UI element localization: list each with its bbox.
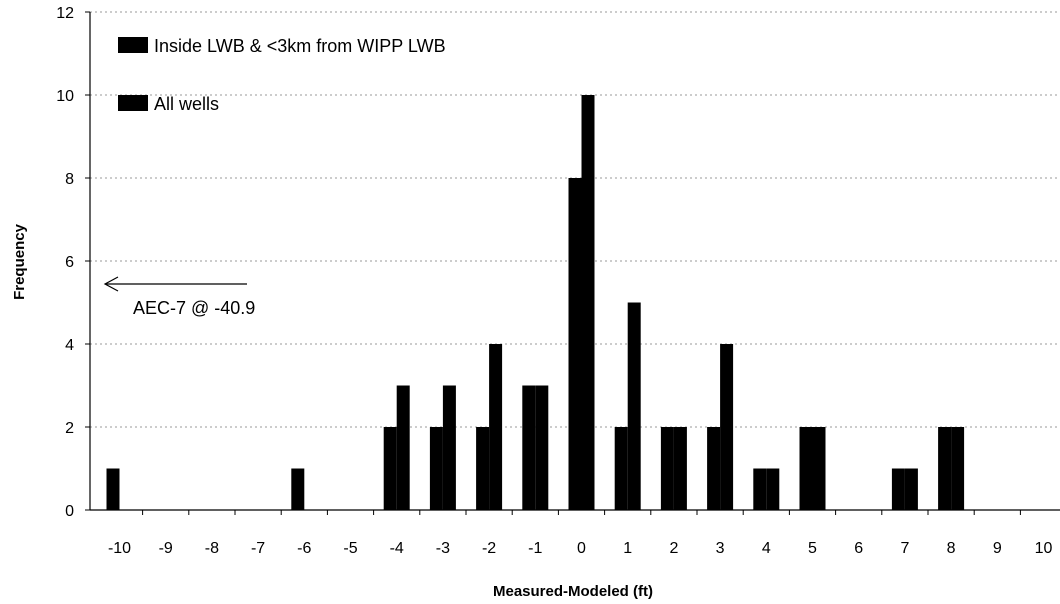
y-tick-label: 2 bbox=[65, 420, 74, 437]
y-axis-title: Frequency bbox=[11, 223, 28, 300]
bar-series-1 bbox=[938, 427, 952, 510]
x-tick-label: -1 bbox=[528, 540, 542, 557]
x-tick-label: -2 bbox=[482, 540, 496, 557]
y-tick-label: 8 bbox=[65, 171, 74, 188]
x-tick-label: -9 bbox=[159, 540, 173, 557]
x-axis-title: Measured-Modeled (ft) bbox=[493, 583, 653, 600]
bar-series-1 bbox=[753, 468, 767, 510]
x-tick-label: 5 bbox=[808, 540, 817, 557]
x-tick-label: -3 bbox=[436, 540, 450, 557]
annotation: AEC-7 @ -40.9 bbox=[103, 276, 255, 318]
x-tick-label: 0 bbox=[577, 540, 586, 557]
x-tick-label: -10 bbox=[108, 540, 131, 557]
bar-series-2 bbox=[904, 468, 918, 510]
x-tick-label: -4 bbox=[390, 540, 404, 557]
x-tick-labels: -10 -9 -8 -7 -6 -5 -4 -3 -2 -1 0 1 2 3 4 5 6 7 8 9 10 bbox=[108, 540, 1053, 557]
axes bbox=[85, 11, 1060, 515]
y-tick-label: 6 bbox=[65, 254, 74, 271]
bar-series-1 bbox=[707, 427, 721, 510]
x-tick-label: 10 bbox=[1035, 540, 1053, 557]
bar-series-2 bbox=[581, 95, 595, 510]
x-tick-label: 9 bbox=[993, 540, 1002, 557]
x-tick-label: 1 bbox=[623, 540, 632, 557]
legend-label-series-2: All wells bbox=[154, 94, 219, 114]
bar-series-1 bbox=[568, 178, 582, 510]
bar-series-1 bbox=[522, 385, 536, 510]
x-tick-label: -6 bbox=[297, 540, 311, 557]
annotation-label: AEC-7 @ -40.9 bbox=[133, 298, 255, 318]
x-tick-label: -5 bbox=[343, 540, 357, 557]
bar-series-2 bbox=[396, 385, 410, 510]
bar-series-1 bbox=[476, 427, 490, 510]
y-tick-labels: 0 2 4 6 8 10 12 bbox=[56, 5, 74, 520]
bar-series-1 bbox=[429, 427, 443, 510]
y-tick-label: 10 bbox=[56, 88, 74, 105]
bar-series-1 bbox=[799, 427, 813, 510]
bar-series-2 bbox=[535, 385, 549, 510]
y-tick-label: 0 bbox=[65, 503, 74, 520]
x-tick-label: 6 bbox=[854, 540, 863, 557]
bar-series-2 bbox=[442, 385, 456, 510]
legend-swatch-series-2 bbox=[118, 95, 148, 111]
bar-series-1 bbox=[614, 427, 628, 510]
bar-series-1 bbox=[891, 468, 905, 510]
legend-label-series-1: Inside LWB & <3km from WIPP LWB bbox=[154, 36, 446, 56]
bars bbox=[106, 95, 965, 510]
bar-series-1 bbox=[383, 427, 397, 510]
bar-series-2 bbox=[812, 427, 826, 510]
x-tick-label: 4 bbox=[762, 540, 771, 557]
y-tick-label: 4 bbox=[65, 337, 74, 354]
y-tick-label: 12 bbox=[56, 5, 74, 22]
bar-series-2 bbox=[489, 344, 503, 510]
x-tick-label: -7 bbox=[251, 540, 265, 557]
x-tick-label: -8 bbox=[205, 540, 219, 557]
x-tick-label: 3 bbox=[716, 540, 725, 557]
bar-series-2 bbox=[720, 344, 734, 510]
bar-series-2 bbox=[951, 427, 965, 510]
bar-series-2 bbox=[673, 427, 687, 510]
bar-series-1 bbox=[291, 468, 305, 510]
x-tick-label: 2 bbox=[669, 540, 678, 557]
bar-series-2 bbox=[766, 468, 780, 510]
annotation-arrow-head bbox=[103, 276, 119, 292]
legend: Inside LWB & <3km from WIPP LWB All well… bbox=[118, 36, 446, 114]
legend-swatch-series-1 bbox=[118, 37, 148, 53]
bar-series-2 bbox=[627, 302, 641, 510]
x-tick-label: 8 bbox=[947, 540, 956, 557]
x-tick-label: 7 bbox=[900, 540, 909, 557]
bar-series-1 bbox=[106, 468, 120, 510]
bar-series-1 bbox=[660, 427, 674, 510]
